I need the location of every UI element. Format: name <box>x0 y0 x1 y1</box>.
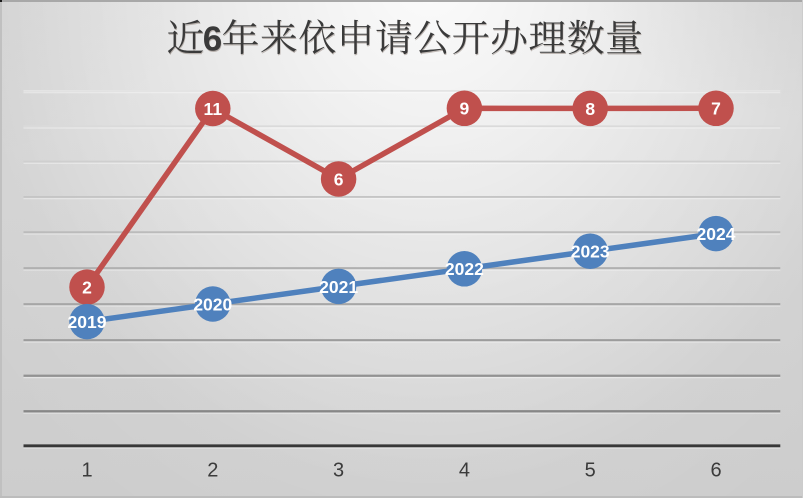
svg-text:11: 11 <box>204 99 223 119</box>
svg-text:2020: 2020 <box>193 294 232 314</box>
svg-text:8: 8 <box>585 99 595 119</box>
svg-text:4: 4 <box>459 460 470 482</box>
svg-text:1: 1 <box>81 460 92 482</box>
svg-text:2022: 2022 <box>445 259 484 279</box>
svg-text:3: 3 <box>333 460 344 482</box>
svg-text:5: 5 <box>585 460 596 482</box>
svg-text:2: 2 <box>82 278 92 298</box>
svg-text:2019: 2019 <box>68 312 107 332</box>
svg-text:2: 2 <box>207 460 218 482</box>
svg-text:2021: 2021 <box>319 277 358 297</box>
svg-text:2023: 2023 <box>571 242 610 262</box>
svg-text:6: 6 <box>334 169 344 189</box>
svg-text:6: 6 <box>710 460 721 482</box>
svg-text:7: 7 <box>711 99 721 119</box>
svg-text:2024: 2024 <box>697 224 736 244</box>
svg-text:9: 9 <box>460 99 470 119</box>
